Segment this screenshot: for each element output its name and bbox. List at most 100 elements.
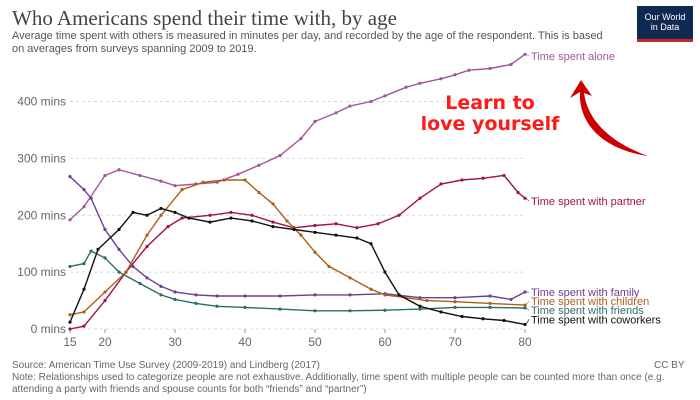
data-point[interactable] — [313, 230, 317, 234]
data-point[interactable] — [68, 327, 72, 331]
data-point[interactable] — [103, 173, 107, 178]
data-point[interactable] — [334, 111, 338, 115]
data-point[interactable] — [502, 318, 506, 323]
data-point[interactable] — [523, 290, 527, 294]
data-point[interactable] — [313, 293, 317, 297]
data-point[interactable] — [278, 294, 282, 298]
data-point[interactable] — [453, 305, 457, 309]
data-point[interactable] — [124, 270, 128, 274]
data-point[interactable] — [327, 264, 331, 269]
series-line[interactable] — [69, 207, 526, 326]
data-point[interactable] — [488, 305, 492, 309]
data-point[interactable] — [439, 310, 443, 314]
data-point[interactable] — [145, 244, 149, 249]
data-point[interactable] — [278, 307, 282, 311]
data-point[interactable] — [201, 180, 205, 184]
data-point[interactable] — [159, 213, 163, 217]
data-point[interactable] — [173, 184, 177, 188]
data-point[interactable] — [173, 297, 177, 302]
series-time-spent-alone[interactable] — [68, 52, 527, 222]
data-point[interactable] — [103, 298, 107, 303]
data-point[interactable] — [369, 287, 373, 291]
data-point[interactable] — [348, 104, 352, 108]
data-point[interactable] — [523, 303, 527, 307]
data-point[interactable] — [208, 220, 212, 224]
data-point[interactable] — [243, 305, 247, 309]
data-point[interactable] — [194, 293, 198, 297]
series-time-spent-with-family[interactable] — [68, 174, 527, 302]
license-link[interactable]: CC BY — [654, 360, 685, 371]
data-point[interactable] — [348, 293, 352, 297]
series-label-time-spent-with-coworkers[interactable]: Time spent with coworkers — [531, 314, 661, 326]
data-point[interactable] — [502, 173, 506, 178]
data-point[interactable] — [68, 320, 72, 324]
data-point[interactable] — [236, 172, 240, 176]
data-point[interactable] — [334, 222, 338, 226]
series-label-time-spent-with-children[interactable]: Time spent with children — [531, 296, 649, 308]
data-point[interactable] — [187, 216, 191, 220]
data-point[interactable] — [299, 136, 303, 141]
data-point[interactable] — [383, 293, 387, 297]
data-point[interactable] — [243, 178, 247, 182]
series-line[interactable] — [69, 53, 526, 221]
source-note[interactable]: Source: American Time Use Survey (2009-2… — [12, 360, 320, 371]
data-point[interactable] — [439, 182, 443, 186]
data-point[interactable] — [257, 163, 261, 167]
data-point[interactable] — [180, 216, 184, 220]
data-point[interactable] — [397, 213, 401, 217]
data-point[interactable] — [138, 281, 142, 286]
data-point[interactable] — [208, 213, 212, 217]
series-time-spent-with-partner[interactable] — [68, 173, 527, 331]
data-point[interactable] — [103, 290, 107, 294]
series-time-spent-with-coworkers[interactable] — [68, 206, 527, 327]
data-point[interactable] — [355, 236, 359, 240]
series-time-spent-with-friends[interactable] — [68, 249, 527, 313]
series-line[interactable] — [69, 174, 526, 330]
data-point[interactable] — [418, 196, 422, 200]
data-point[interactable] — [523, 196, 527, 200]
data-point[interactable] — [278, 153, 282, 158]
data-point[interactable] — [243, 294, 247, 298]
data-point[interactable] — [82, 188, 86, 192]
data-point[interactable] — [82, 261, 86, 266]
data-point[interactable] — [145, 233, 149, 237]
data-point[interactable] — [229, 210, 233, 215]
data-point[interactable] — [250, 213, 254, 217]
data-point[interactable] — [117, 270, 121, 274]
data-point[interactable] — [488, 66, 492, 71]
data-point[interactable] — [299, 233, 303, 237]
data-point[interactable] — [159, 284, 163, 288]
data-point[interactable] — [215, 304, 219, 308]
data-point[interactable] — [425, 298, 429, 303]
data-point[interactable] — [159, 179, 163, 183]
data-point[interactable] — [467, 68, 471, 72]
data-point[interactable] — [348, 276, 352, 280]
data-point[interactable] — [355, 226, 359, 230]
data-point[interactable] — [292, 227, 296, 232]
data-point[interactable] — [103, 227, 107, 232]
data-point[interactable] — [460, 178, 464, 182]
data-point[interactable] — [481, 176, 485, 180]
data-point[interactable] — [82, 310, 86, 314]
data-point[interactable] — [145, 213, 149, 217]
data-point[interactable] — [334, 233, 338, 237]
data-point[interactable] — [481, 317, 485, 321]
data-point[interactable] — [488, 294, 492, 298]
data-point[interactable] — [271, 225, 275, 229]
data-point[interactable] — [159, 206, 163, 211]
data-point[interactable] — [383, 270, 387, 274]
data-point[interactable] — [103, 256, 107, 260]
data-point[interactable] — [453, 300, 457, 304]
series-label-time-spent-alone[interactable]: Time spent alone — [531, 51, 615, 63]
data-point[interactable] — [509, 297, 513, 302]
data-point[interactable] — [82, 287, 86, 291]
data-point[interactable] — [96, 247, 100, 251]
data-point[interactable] — [159, 293, 163, 297]
data-point[interactable] — [516, 190, 520, 195]
data-point[interactable] — [173, 210, 177, 215]
data-point[interactable] — [285, 219, 289, 223]
data-point[interactable] — [397, 293, 401, 297]
data-point[interactable] — [194, 301, 198, 306]
data-point[interactable] — [222, 178, 226, 182]
data-point[interactable] — [68, 313, 72, 317]
